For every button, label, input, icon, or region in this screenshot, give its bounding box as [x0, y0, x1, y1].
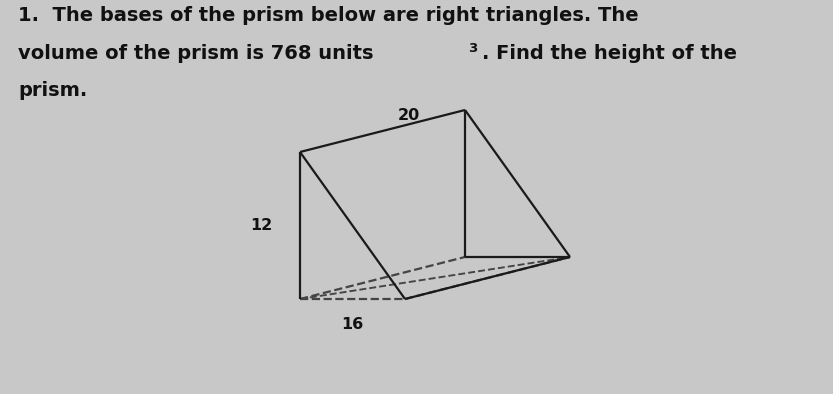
Text: volume of the prism is 768 units: volume of the prism is 768 units [18, 44, 373, 63]
Text: . Find the height of the: . Find the height of the [482, 44, 737, 63]
Text: 20: 20 [397, 108, 420, 123]
Text: 3: 3 [468, 42, 477, 55]
Text: prism.: prism. [18, 81, 87, 100]
Text: 16: 16 [342, 317, 364, 332]
Text: 12: 12 [250, 218, 272, 233]
Text: 1.  The bases of the prism below are right triangles. The: 1. The bases of the prism below are righ… [18, 6, 639, 25]
